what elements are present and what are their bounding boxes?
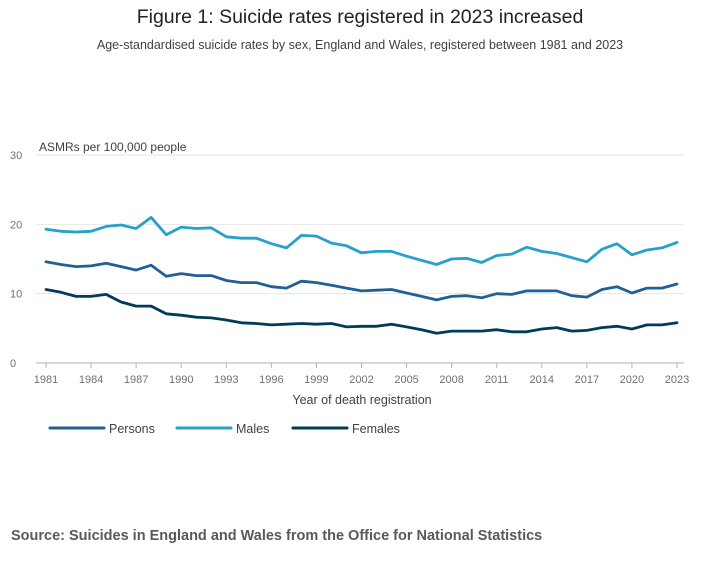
x-tick-label: 2023: [665, 374, 689, 386]
chart-subtitle: Age-standardised suicide rates by sex, E…: [96, 38, 624, 52]
x-tick-label: 2002: [349, 374, 373, 386]
x-tick-label: 1990: [169, 374, 193, 386]
source-note: Source: Suicides in England and Wales fr…: [11, 528, 543, 544]
x-tick-label: 1984: [79, 374, 103, 386]
y-tick-label: 20: [10, 219, 22, 231]
y-tick-label: 30: [10, 150, 22, 162]
x-tick-label: 1996: [259, 374, 283, 386]
series-line-persons: [44, 260, 679, 302]
x-tick-label: 1981: [34, 374, 58, 386]
line-chart: 0 10 20 30 ASMRs per 100,000 people 1981 1984 1…: [10, 140, 689, 436]
y-axis-label: ASMRs per 100,000 people: [39, 140, 187, 154]
y-tick-label: 10: [10, 289, 22, 301]
x-tick-label: 2008: [439, 374, 463, 386]
y-tick-label: 0: [10, 358, 16, 370]
legend-label-persons: Persons: [109, 422, 155, 436]
x-axis-label: Year of death registration: [292, 393, 431, 407]
x-tick-label: 2014: [530, 374, 554, 386]
chart-title: Figure 1: Suicide rates registered in 20…: [136, 6, 584, 28]
legend-label-males: Males: [236, 422, 269, 436]
series-line-males: [44, 215, 679, 266]
x-tick-label: 2011: [485, 374, 509, 386]
series-line-females: [44, 288, 679, 335]
x-tick-label: 1993: [214, 374, 238, 386]
x-tick-label: 2005: [394, 374, 418, 386]
x-tick-label: 2020: [620, 374, 644, 386]
x-tick-label: 1987: [124, 374, 148, 386]
x-tick-label: 1999: [304, 374, 328, 386]
legend-label-females: Females: [352, 422, 400, 436]
x-tick-label: 2017: [575, 374, 599, 386]
